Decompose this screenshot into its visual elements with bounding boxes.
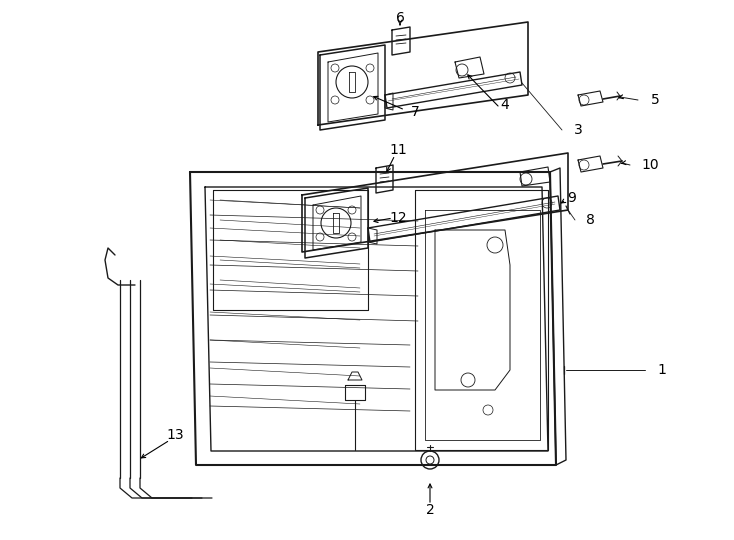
Text: 9: 9 (567, 191, 576, 205)
Text: 10: 10 (642, 158, 659, 172)
Text: 8: 8 (586, 213, 595, 227)
Text: 1: 1 (658, 363, 666, 377)
Text: 2: 2 (426, 503, 435, 517)
Text: 7: 7 (410, 105, 419, 119)
Text: 5: 5 (650, 93, 659, 107)
Text: 4: 4 (501, 98, 509, 112)
Text: 6: 6 (396, 11, 404, 25)
Text: 13: 13 (166, 428, 184, 442)
Text: 3: 3 (574, 123, 582, 137)
Text: 11: 11 (389, 143, 407, 157)
Text: 12: 12 (389, 211, 407, 225)
